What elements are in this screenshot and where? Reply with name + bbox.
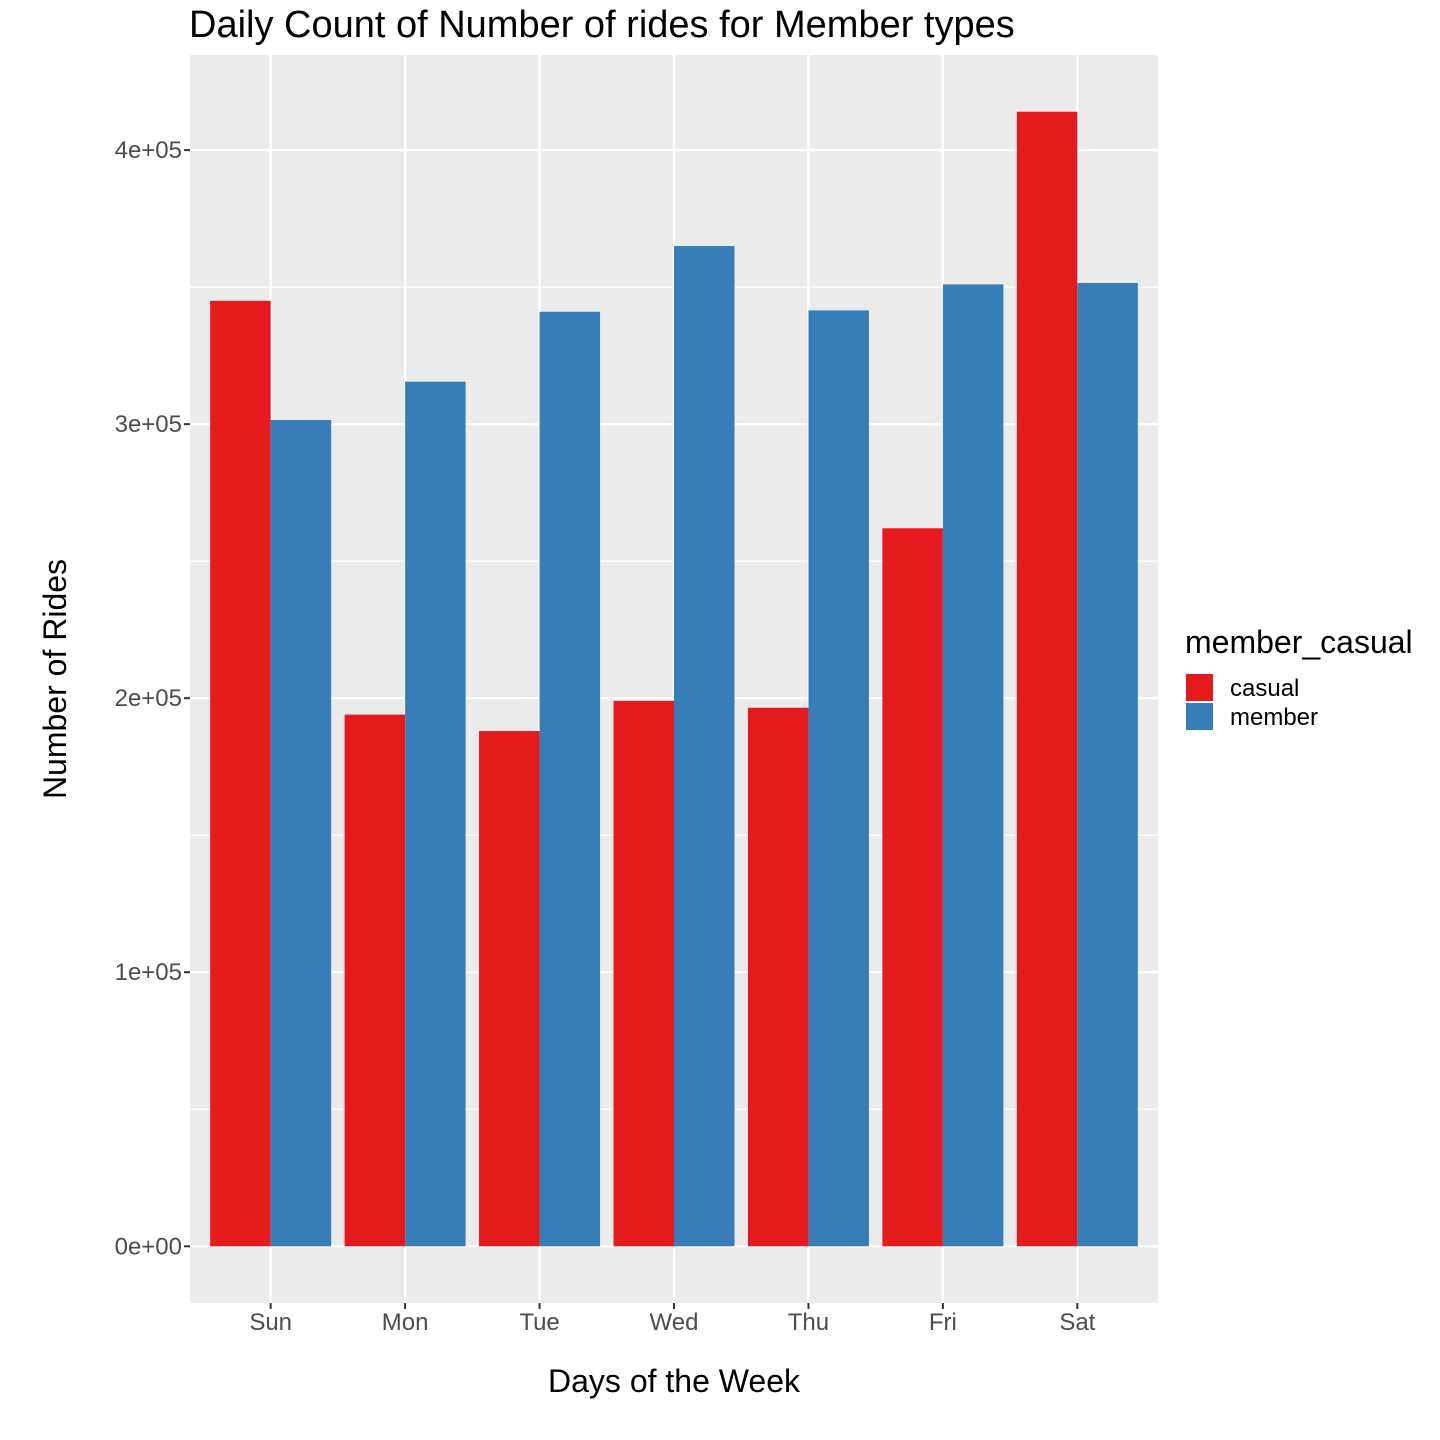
- bar-member-sat: [1077, 283, 1138, 1247]
- x-tick-label: Tue: [519, 1309, 559, 1336]
- y-tick-label: 4e+05: [115, 137, 182, 164]
- x-tick-label: Sun: [249, 1309, 292, 1336]
- x-axis: Sun Mon Tue Wed Thu Fri Sat: [249, 1303, 1096, 1336]
- bar-casual-thu: [747, 707, 809, 1247]
- y-tick-label: 1e+05: [115, 959, 182, 986]
- legend-label-member: member: [1230, 704, 1318, 731]
- chart-title: Daily Count of Number of rides for Membe…: [189, 4, 1015, 46]
- bar-casual-sat: [1016, 111, 1078, 1247]
- bar-member-mon: [405, 381, 466, 1247]
- bar-member-tue: [539, 311, 601, 1247]
- legend-key-casual: [1186, 674, 1213, 701]
- y-axis: 0e+00 1e+05 2e+05 3e+05 4e+05: [115, 137, 190, 1260]
- bars-group: [210, 111, 1138, 1247]
- legend-key-member: [1186, 703, 1213, 730]
- bar-casual-mon: [344, 714, 406, 1247]
- bar-member-wed: [674, 246, 735, 1247]
- y-tick-label: 2e+05: [115, 685, 182, 712]
- bar-casual-wed: [613, 700, 674, 1247]
- x-tick-label: Sat: [1059, 1309, 1095, 1336]
- bar-member-sun: [270, 420, 332, 1247]
- y-tick-label: 3e+05: [115, 411, 182, 438]
- bar-member-fri: [942, 284, 1004, 1247]
- x-tick-label: Wed: [650, 1309, 699, 1336]
- y-tick-label: 0e+00: [115, 1233, 182, 1260]
- bar-casual-sun: [210, 300, 271, 1247]
- legend-label-casual: casual: [1230, 675, 1299, 702]
- legend-title: member_casual: [1185, 624, 1413, 660]
- x-tick-label: Thu: [788, 1309, 829, 1336]
- x-axis-title: Days of the Week: [548, 1363, 801, 1399]
- bar-member-thu: [808, 310, 869, 1247]
- bar-casual-fri: [882, 528, 943, 1247]
- x-tick-label: Fri: [929, 1309, 957, 1336]
- y-axis-title: Number of Rides: [37, 559, 73, 799]
- bar-casual-tue: [479, 731, 540, 1247]
- x-tick-label: Mon: [382, 1309, 429, 1336]
